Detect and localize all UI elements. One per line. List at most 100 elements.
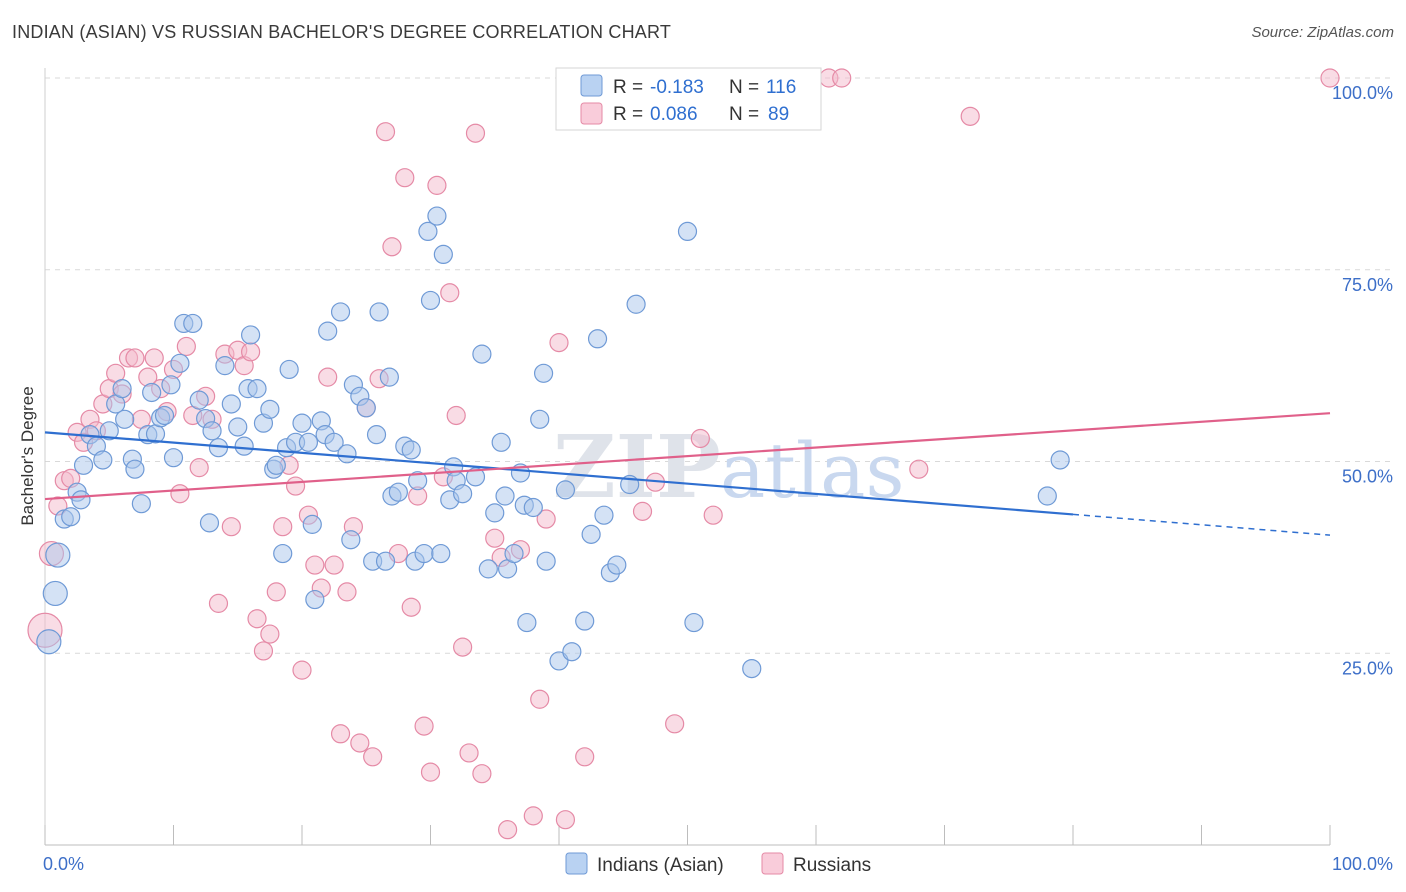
legend-r-value-pink: 0.086	[650, 104, 698, 125]
russians-point-61	[427, 175, 447, 195]
series-legend-label-indians: Indians (Asian)	[597, 855, 724, 876]
indians-point-85	[478, 559, 498, 579]
indians-point-16	[125, 459, 145, 479]
indians-point-57	[337, 444, 357, 464]
indians-point-102	[581, 524, 601, 544]
indians-point-112	[1037, 486, 1057, 506]
indians-trend-line-extension	[1072, 513, 1331, 536]
indians-point-36	[234, 436, 254, 456]
indians-points	[36, 206, 1070, 679]
russians-point-82	[690, 428, 710, 449]
russians-trend-line	[44, 412, 1331, 501]
indians-point-96	[533, 363, 554, 383]
russians-point-53	[375, 122, 396, 142]
indians-point-6	[71, 490, 91, 510]
indians-point-50	[302, 514, 322, 534]
indians-point-41	[260, 399, 280, 419]
russians-point-73	[523, 806, 543, 826]
indians-point-68	[388, 482, 408, 502]
legend-swatch-pink	[580, 102, 603, 125]
indians-point-75	[420, 290, 441, 311]
indians-point-17	[131, 494, 151, 514]
chart-title: INDIAN (ASIAN) VS RUSSIAN BACHELOR'S DEG…	[12, 22, 672, 42]
y-tick-label-1: 50.0%	[1342, 467, 1393, 487]
russians-point-17	[144, 348, 164, 368]
indians-point-55	[324, 432, 344, 452]
indians-point-49	[298, 432, 319, 452]
indians-point-88	[495, 486, 515, 506]
indians-point-103	[587, 329, 608, 349]
indians-point-101	[575, 611, 595, 631]
tick-labels: 25.0% 50.0% 75.0% 100.0% 0.0% 100.0%	[43, 83, 1393, 874]
indians-point-56	[330, 302, 351, 322]
indians-point-78	[433, 244, 453, 265]
indians-point-99	[555, 480, 576, 500]
indians-point-24	[163, 448, 184, 468]
russians-point-64	[446, 405, 466, 426]
russians-point-32	[241, 342, 261, 362]
indians-point-93	[517, 612, 537, 633]
indians-point-74	[418, 221, 438, 241]
indians-point-19	[142, 382, 162, 403]
russians-point-37	[273, 517, 293, 537]
russians-point-51	[363, 747, 383, 767]
indians-point-33	[215, 356, 235, 376]
indians-point-2	[45, 542, 71, 568]
series-legend-label-russians: Russians	[793, 855, 871, 876]
legend-n-label-blue: N =	[729, 77, 759, 98]
indians-point-44	[273, 543, 293, 564]
russians-point-75	[536, 509, 556, 529]
indians-point-31	[202, 421, 222, 441]
russians-point-81	[665, 714, 685, 734]
indians-point-10	[93, 450, 113, 470]
indians-point-23	[161, 375, 181, 395]
indians-point-0	[36, 629, 62, 655]
indians-point-86	[485, 503, 505, 523]
watermark-atlas: atlas	[720, 426, 904, 515]
correlation-legend: R = -0.183 N = 116 R = 0.086 N = 89	[555, 67, 822, 131]
russians-point-46	[330, 724, 351, 744]
legend-swatch-blue	[580, 74, 603, 97]
source-credit: Source: ZipAtlas.com	[1251, 24, 1394, 41]
indians-point-108	[626, 294, 646, 314]
x-tick-label-1: 100.0%	[1332, 854, 1393, 874]
russians-point-68	[472, 764, 492, 784]
indians-point-110	[684, 612, 704, 633]
russians-point-39	[285, 476, 306, 496]
indians-point-97	[536, 551, 556, 571]
russians-point-49	[350, 733, 370, 753]
indians-point-104	[594, 505, 614, 525]
russians-point-47	[337, 582, 357, 602]
russians-point-63	[440, 283, 460, 303]
indians-point-82	[453, 484, 473, 504]
indians-point-72	[408, 471, 428, 491]
indians-point-28	[189, 390, 209, 410]
indians-point-70	[401, 440, 421, 460]
legend-n-value-blue: 116	[766, 77, 796, 98]
russians-point-86	[909, 459, 929, 479]
russians-point-40	[292, 660, 312, 680]
y-axis-title: Bachelor's Degree	[18, 386, 37, 525]
russians-point-21	[170, 484, 190, 504]
legend-n-value-pink: 89	[768, 104, 789, 125]
indians-point-106	[607, 555, 627, 575]
indians-point-84	[472, 344, 492, 364]
y-tick-label-0: 25.0%	[1342, 658, 1393, 678]
indians-point-66	[379, 367, 399, 387]
indians-point-48	[292, 413, 312, 433]
indians-point-77	[431, 543, 451, 564]
y-tick-label-2: 75.0%	[1342, 275, 1393, 295]
russians-point-34	[253, 641, 274, 661]
indians-point-7	[73, 455, 94, 475]
russians-point-88	[1320, 68, 1340, 88]
indians-point-94	[523, 497, 543, 518]
series-legend-swatch-russians	[761, 852, 784, 875]
axes	[44, 68, 1331, 846]
indians-point-76	[427, 206, 447, 226]
russians-point-60	[420, 762, 441, 782]
russians-point-36	[266, 582, 286, 602]
russians-point-69	[485, 528, 505, 548]
indians-point-27	[183, 313, 203, 334]
russians-point-44	[318, 367, 338, 387]
